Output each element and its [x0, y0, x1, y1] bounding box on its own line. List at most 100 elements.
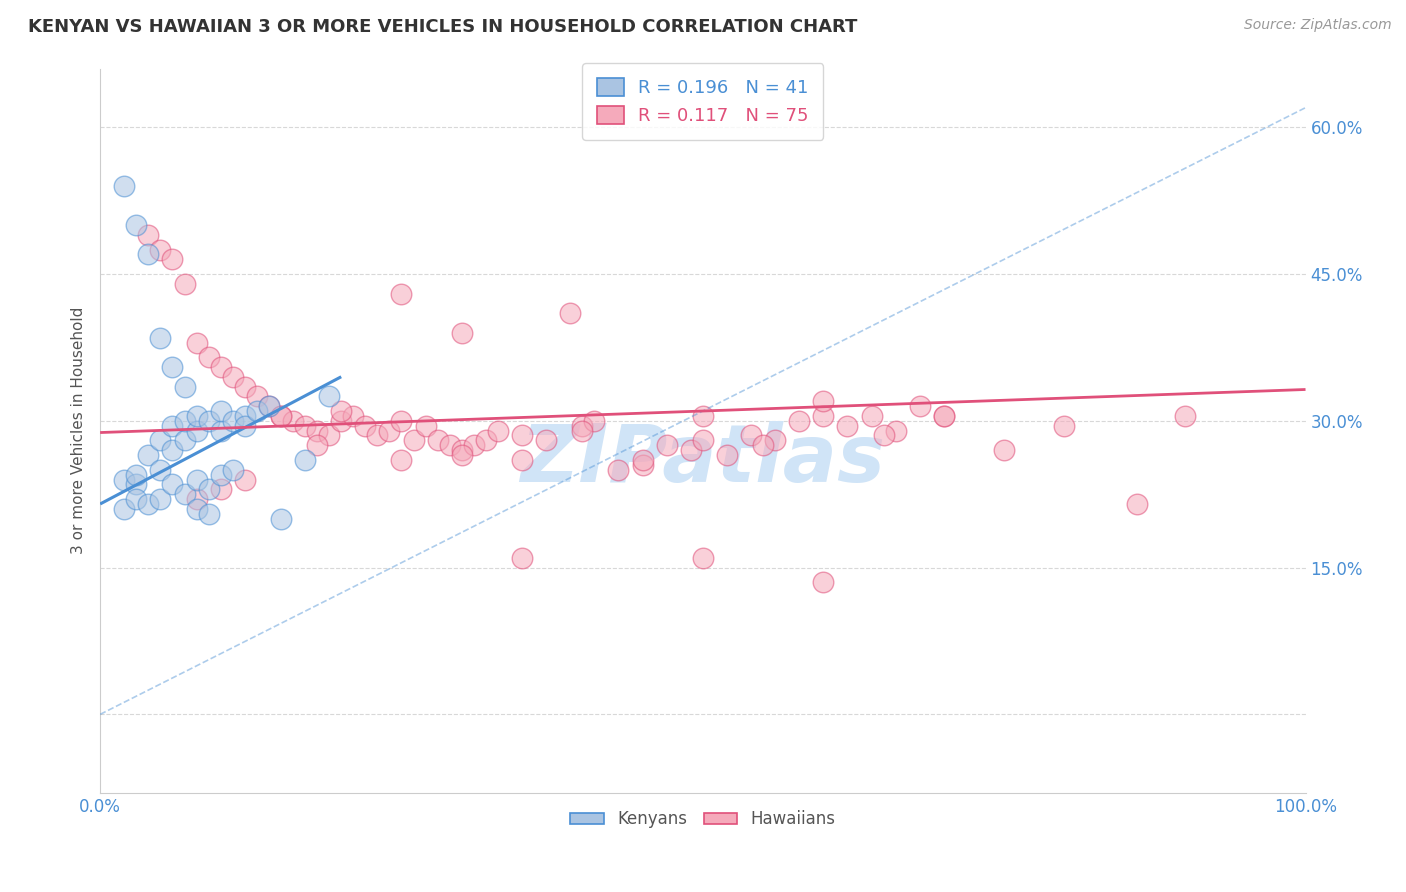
Point [378, 424, 401, 438]
Point [1126, 497, 1149, 511]
Point [450, 448, 472, 462]
Point [149, 331, 172, 345]
Text: ZIPatlas: ZIPatlas [520, 420, 886, 499]
Point [342, 409, 364, 423]
Point [571, 418, 593, 433]
Point [186, 424, 208, 438]
Point [402, 434, 425, 448]
Point [631, 453, 654, 467]
Point [186, 473, 208, 487]
Point [692, 434, 714, 448]
Point [631, 458, 654, 472]
Point [510, 453, 533, 467]
Point [740, 428, 762, 442]
Point [125, 467, 148, 482]
Point [149, 243, 172, 257]
Point [281, 414, 304, 428]
Point [330, 414, 353, 428]
Point [450, 443, 472, 458]
Point [307, 438, 329, 452]
Point [655, 438, 678, 452]
Text: KENYAN VS HAWAIIAN 3 OR MORE VEHICLES IN HOUSEHOLD CORRELATION CHART: KENYAN VS HAWAIIAN 3 OR MORE VEHICLES IN… [28, 18, 858, 36]
Point [932, 409, 955, 423]
Point [125, 218, 148, 232]
Point [1053, 418, 1076, 433]
Point [763, 434, 786, 448]
Point [330, 404, 353, 418]
Point [534, 434, 557, 448]
Point [813, 575, 835, 590]
Point [112, 178, 135, 193]
Point [391, 414, 413, 428]
Point [318, 389, 340, 403]
Point [173, 414, 195, 428]
Point [426, 434, 449, 448]
Point [837, 418, 859, 433]
Point [173, 487, 195, 501]
Point [125, 492, 148, 507]
Point [475, 434, 498, 448]
Legend: Kenyans, Hawaiians: Kenyans, Hawaiians [564, 804, 842, 835]
Point [222, 414, 245, 428]
Point [813, 409, 835, 423]
Point [270, 511, 292, 525]
Point [463, 438, 485, 452]
Point [294, 418, 316, 433]
Point [908, 399, 931, 413]
Point [510, 428, 533, 442]
Point [270, 409, 292, 423]
Point [366, 428, 388, 442]
Point [138, 497, 160, 511]
Point [294, 453, 316, 467]
Point [112, 501, 135, 516]
Point [186, 335, 208, 350]
Point [884, 424, 907, 438]
Point [270, 409, 292, 423]
Point [112, 473, 135, 487]
Point [510, 550, 533, 565]
Point [716, 448, 738, 462]
Point [209, 404, 232, 418]
Point [233, 379, 256, 393]
Point [307, 424, 329, 438]
Point [125, 477, 148, 491]
Point [197, 507, 219, 521]
Point [932, 409, 955, 423]
Point [354, 418, 377, 433]
Point [233, 418, 256, 433]
Point [162, 477, 184, 491]
Point [162, 252, 184, 267]
Point [173, 379, 195, 393]
Point [162, 443, 184, 458]
Point [209, 467, 232, 482]
Point [209, 483, 232, 497]
Point [186, 409, 208, 423]
Point [752, 438, 775, 452]
Point [257, 399, 280, 413]
Point [246, 404, 269, 418]
Point [209, 424, 232, 438]
Point [391, 286, 413, 301]
Point [138, 448, 160, 462]
Point [318, 428, 340, 442]
Point [233, 473, 256, 487]
Point [222, 463, 245, 477]
Point [692, 550, 714, 565]
Point [787, 414, 810, 428]
Point [571, 424, 593, 438]
Point [233, 409, 256, 423]
Point [149, 463, 172, 477]
Point [149, 434, 172, 448]
Point [138, 247, 160, 261]
Point [860, 409, 883, 423]
Point [246, 389, 269, 403]
Point [257, 399, 280, 413]
Point [149, 492, 172, 507]
Point [138, 227, 160, 242]
Point [560, 306, 582, 320]
Point [209, 359, 232, 374]
Point [993, 443, 1015, 458]
Text: Source: ZipAtlas.com: Source: ZipAtlas.com [1244, 18, 1392, 32]
Point [197, 414, 219, 428]
Point [162, 418, 184, 433]
